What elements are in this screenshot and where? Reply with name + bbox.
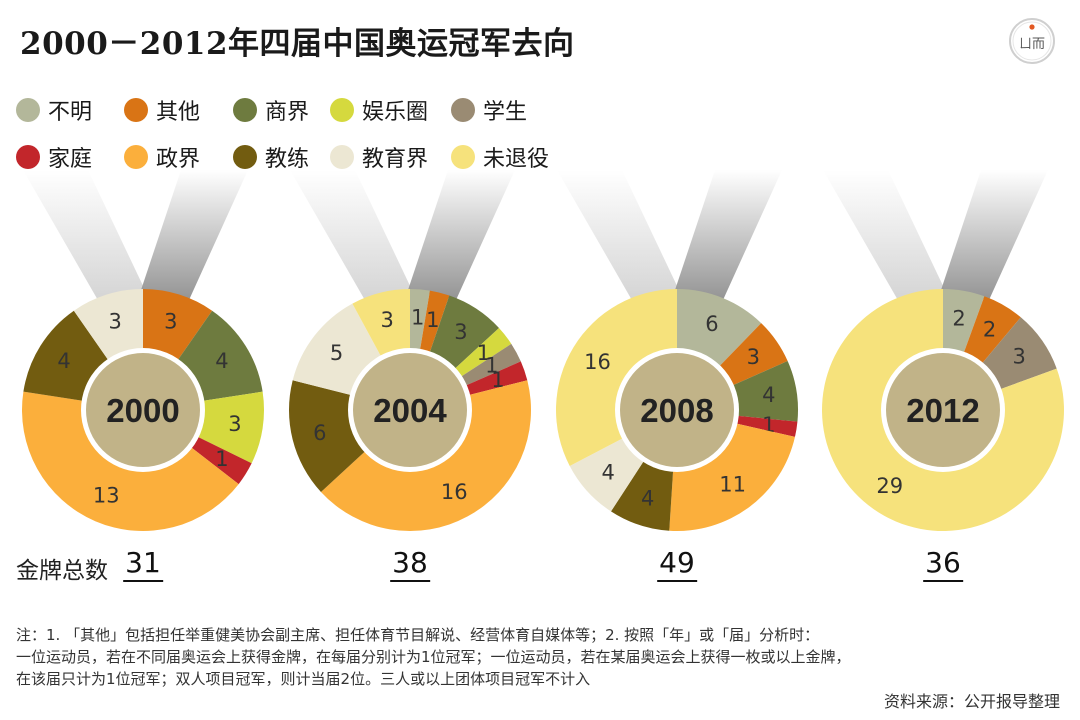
slice-value-label: 29 bbox=[876, 474, 903, 498]
legend-swatch bbox=[330, 98, 354, 122]
legend-swatch bbox=[233, 145, 257, 169]
slice-value-label: 3 bbox=[228, 412, 241, 436]
ribbon-left bbox=[290, 170, 412, 302]
slice-value-label: 2 bbox=[952, 306, 965, 330]
legend-label: 不明 bbox=[48, 100, 93, 125]
slice-value-label: 6 bbox=[705, 312, 718, 336]
slice-value-label: 5 bbox=[330, 341, 343, 365]
ribbon-left bbox=[557, 170, 679, 302]
legend-label: 其他 bbox=[156, 100, 201, 125]
legend-label: 商界 bbox=[265, 100, 310, 125]
slice-value-label: 1 bbox=[491, 368, 504, 392]
legend-item: 政界 bbox=[124, 141, 200, 173]
footnote-line: 在该届只计为1位冠军；双人项目冠军，则计当届2位。三人或以上团体项目冠军不计入 bbox=[16, 670, 591, 688]
legend-swatch bbox=[16, 145, 40, 169]
ribbon-left bbox=[823, 170, 945, 302]
medal-center bbox=[620, 353, 734, 467]
legend-item: 不明 bbox=[16, 94, 92, 126]
slice-value-label: 2 bbox=[983, 318, 996, 342]
legend-swatch bbox=[451, 145, 475, 169]
total-gold-2012: 36 bbox=[923, 546, 963, 582]
legend-swatch bbox=[330, 145, 354, 169]
legend-label: 教育界 bbox=[362, 147, 429, 172]
slice-value-label: 1 bbox=[426, 308, 439, 332]
slice-value-label: 1 bbox=[477, 341, 490, 365]
year-label: 2000 bbox=[106, 392, 179, 429]
slice-value-label: 4 bbox=[215, 349, 228, 373]
logo-text: ㄩ而 bbox=[1019, 37, 1045, 52]
total-gold-2004: 38 bbox=[390, 546, 430, 582]
legend-item: 娱乐圈 bbox=[330, 94, 428, 126]
slice-value-label: 3 bbox=[747, 345, 760, 369]
legend-swatch bbox=[451, 98, 475, 122]
total-gold-2008: 49 bbox=[657, 546, 697, 582]
footnote: 注：1. 「其他」包括担任举重健美协会副主席、担任体育节目解说、经营体育自媒体等… bbox=[16, 624, 1066, 690]
slice-value-label: 1 bbox=[411, 305, 424, 329]
legend-swatch bbox=[233, 98, 257, 122]
slice-value-label: 16 bbox=[584, 350, 611, 374]
total-gold-2000: 31 bbox=[123, 546, 163, 582]
medal-center bbox=[86, 353, 200, 467]
slice-value-label: 11 bbox=[719, 473, 746, 497]
slice-value-label: 6 bbox=[313, 421, 326, 445]
footnote-line: 注：1. 「其他」包括担任举重健美协会副主席、担任体育节目解说、经营体育自媒体等… bbox=[16, 626, 820, 644]
slice-value-label: 3 bbox=[109, 309, 122, 333]
ribbon-right bbox=[408, 170, 515, 300]
legend-label: 家庭 bbox=[48, 147, 93, 172]
legend-item: 教练 bbox=[233, 141, 309, 173]
slice-value-label: 1 bbox=[215, 447, 228, 471]
ribbon-right bbox=[141, 170, 248, 300]
slice-value-label: 13 bbox=[93, 484, 120, 508]
legend-item: 家庭 bbox=[16, 141, 92, 173]
legend-item: 教育界 bbox=[330, 141, 428, 173]
legend-swatch bbox=[124, 145, 148, 169]
slice-value-label: 4 bbox=[762, 383, 775, 407]
legend-swatch bbox=[16, 98, 40, 122]
slice-value-label: 3 bbox=[454, 320, 467, 344]
medal-center bbox=[353, 353, 467, 467]
year-label: 2004 bbox=[373, 392, 447, 429]
slice-value-label: 4 bbox=[57, 349, 70, 373]
legend-label: 学生 bbox=[483, 100, 528, 125]
slice-value-label: 3 bbox=[1013, 345, 1026, 369]
source-note: 资料来源：公开报导整理 bbox=[883, 692, 1060, 711]
slice-value-label: 4 bbox=[602, 461, 615, 485]
year-label: 2012 bbox=[906, 392, 979, 429]
totals-label: 金牌总数 bbox=[16, 558, 108, 584]
page-title: 2000－2012年四届中国奥运冠军去向 bbox=[20, 26, 575, 62]
legend-item: 未退役 bbox=[451, 141, 549, 173]
slice-value-label: 3 bbox=[381, 308, 394, 332]
legend-item: 学生 bbox=[451, 94, 527, 126]
slice-value-label: 1 bbox=[485, 354, 498, 378]
legend-item: 其他 bbox=[124, 94, 200, 126]
logo: ㄩ而 bbox=[1008, 17, 1056, 65]
slice-value-label: 4 bbox=[641, 486, 654, 510]
slice-value-label: 16 bbox=[441, 480, 468, 504]
legend-label: 政界 bbox=[156, 147, 201, 172]
ribbon-right bbox=[941, 170, 1048, 300]
year-label: 2008 bbox=[640, 392, 713, 429]
slice-value-label: 3 bbox=[164, 309, 177, 333]
legend-swatch bbox=[124, 98, 148, 122]
medal-center bbox=[886, 353, 1000, 467]
ribbon-left bbox=[23, 170, 145, 302]
ribbon-right bbox=[675, 170, 782, 300]
legend-label: 未退役 bbox=[483, 147, 550, 172]
footnote-line: 一位运动员，若在不同届奥运会上获得金牌，在每届分别计为1位冠军；一位运动员，若在… bbox=[16, 648, 851, 666]
legend-label: 娱乐圈 bbox=[362, 100, 429, 125]
legend-item: 商界 bbox=[233, 94, 309, 126]
legend-label: 教练 bbox=[265, 147, 310, 172]
logo-icon: ㄩ而 bbox=[1009, 18, 1055, 64]
